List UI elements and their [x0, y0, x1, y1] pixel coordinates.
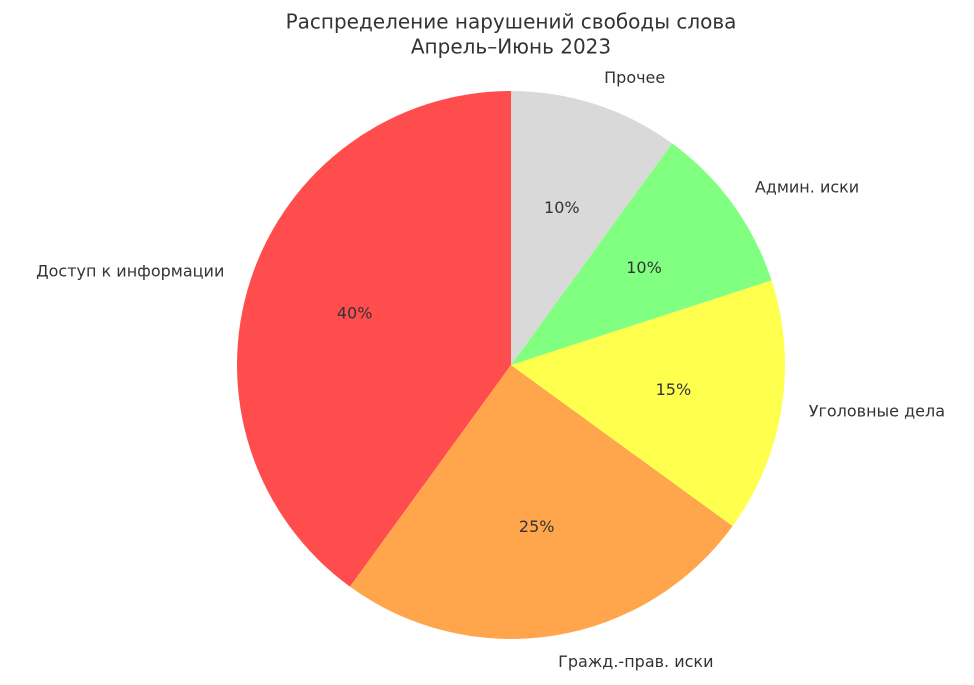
pie-slice	[511, 143, 772, 365]
pie-slice	[237, 91, 511, 587]
slice-label: Админ. иски	[755, 177, 859, 196]
pie-slice	[349, 365, 733, 639]
slice-label: Прочее	[604, 68, 665, 87]
value-label: 10%	[626, 258, 662, 277]
chart-title: Распределение нарушений свободы слова	[286, 10, 737, 34]
value-label: 25%	[519, 517, 555, 536]
value-label: 15%	[656, 380, 692, 399]
pie-slice	[511, 91, 673, 365]
slice-label: Доступ к информации	[36, 261, 224, 280]
value-label: 40%	[337, 304, 373, 323]
chart-subtitle: Апрель–Июнь 2023	[411, 35, 611, 59]
slice-label: Гражд.-прав. иски	[558, 652, 713, 671]
slice-label: Уголовные дела	[809, 402, 945, 421]
value-label: 10%	[544, 198, 580, 217]
pie-slice	[511, 280, 785, 527]
